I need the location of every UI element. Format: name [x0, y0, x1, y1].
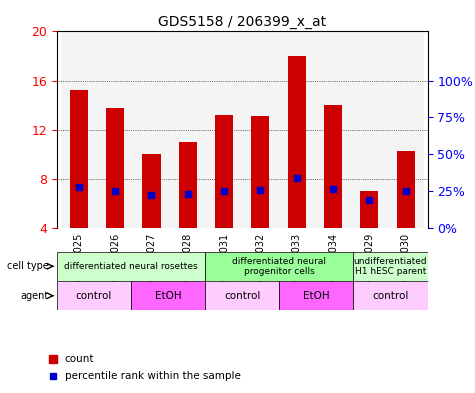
Bar: [215, 115, 233, 228]
Bar: [106, 108, 124, 228]
Text: EtOH: EtOH: [155, 291, 181, 301]
Bar: [251, 116, 269, 228]
Bar: [242, 31, 278, 228]
FancyBboxPatch shape: [353, 281, 428, 310]
Bar: [361, 191, 379, 228]
Text: control: control: [372, 291, 408, 301]
Bar: [351, 31, 388, 228]
Bar: [388, 31, 424, 228]
Bar: [170, 31, 206, 228]
Text: undifferentiated
H1 hESC parent: undifferentiated H1 hESC parent: [353, 257, 428, 276]
Bar: [179, 142, 197, 228]
FancyBboxPatch shape: [353, 252, 428, 281]
Bar: [70, 90, 88, 228]
FancyBboxPatch shape: [279, 281, 353, 310]
Bar: [278, 31, 315, 228]
FancyBboxPatch shape: [131, 281, 205, 310]
Bar: [61, 31, 97, 228]
Text: differentiated neural
progenitor cells: differentiated neural progenitor cells: [232, 257, 326, 276]
FancyBboxPatch shape: [205, 252, 353, 281]
Bar: [288, 56, 306, 228]
Text: percentile rank within the sample: percentile rank within the sample: [65, 371, 240, 381]
FancyBboxPatch shape: [57, 252, 205, 281]
Text: control: control: [76, 291, 112, 301]
Bar: [133, 31, 170, 228]
Text: agent: agent: [20, 291, 48, 301]
Title: GDS5158 / 206399_x_at: GDS5158 / 206399_x_at: [158, 15, 326, 29]
Bar: [142, 154, 161, 228]
Bar: [315, 31, 351, 228]
Text: count: count: [65, 354, 94, 364]
Bar: [97, 31, 133, 228]
Text: cell type: cell type: [7, 261, 48, 271]
FancyBboxPatch shape: [57, 281, 131, 310]
Text: differentiated neural rosettes: differentiated neural rosettes: [64, 262, 198, 271]
Bar: [206, 31, 242, 228]
Bar: [397, 151, 415, 228]
FancyBboxPatch shape: [205, 281, 279, 310]
Bar: [324, 105, 342, 228]
Text: control: control: [224, 291, 260, 301]
Text: EtOH: EtOH: [303, 291, 330, 301]
